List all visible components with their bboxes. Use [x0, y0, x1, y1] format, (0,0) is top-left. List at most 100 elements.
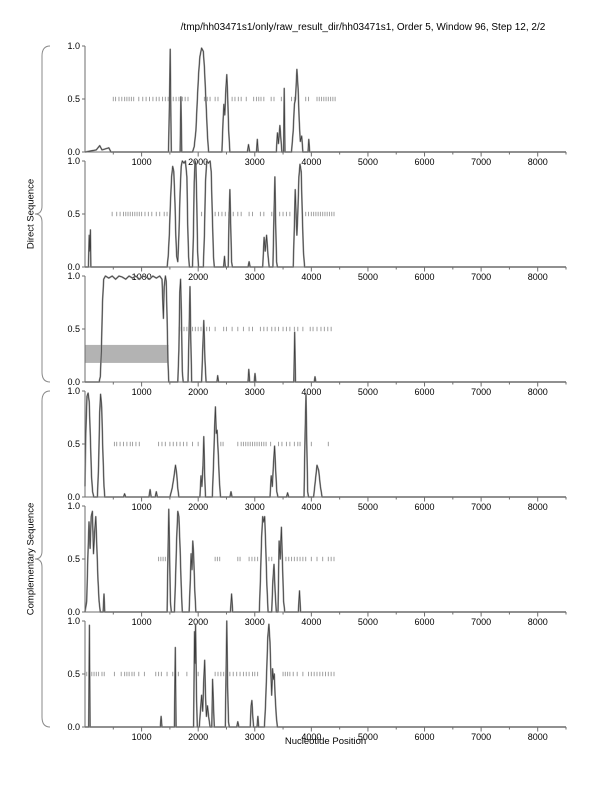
y-tick-label: 0.0: [67, 722, 80, 732]
x-tick-label: 2000: [188, 272, 208, 282]
x-tick-label: 4000: [301, 732, 321, 742]
probability-trace: [85, 160, 566, 268]
x-tick-label: 4000: [301, 387, 321, 397]
x-axis-label: Nucleotide Position: [284, 736, 367, 747]
y-tick-label: 0.5: [67, 669, 80, 679]
complementary-sequence-brace: [34, 390, 51, 728]
trace-halo: [84, 508, 566, 613]
x-tick-label: 6000: [415, 157, 435, 167]
x-tick-label: 8000: [528, 617, 548, 627]
y-tick-label: 0.0: [67, 492, 80, 502]
x-tick-label: 4000: [301, 157, 321, 167]
y-tick-label: 1.0: [67, 386, 80, 396]
y-tick-label: 0.5: [67, 94, 80, 104]
y-tick-label: 0.0: [67, 377, 80, 387]
y-tick-label: 1.0: [67, 271, 80, 281]
y-tick-label: 0.0: [67, 147, 80, 157]
x-tick-label: 5000: [358, 617, 378, 627]
trace-halo: [85, 160, 566, 268]
x-tick-label: 7000: [471, 502, 491, 512]
panel-complementary-frame-1: 1.0 0.5 0.0 1000 2000 3000 4000 5000 6000 7000 800…: [67, 386, 567, 512]
panel-axes: [82, 160, 567, 272]
panel-complementary-frame-2: 1.0 0.5 0.0 1000 2000 3000 4000 5000 6000 7000 800…: [67, 501, 567, 627]
panel-direct-frame-1: 1.0 0.5 0.0 1000 2000 3000 4000 5000 6000 7000 800…: [67, 41, 567, 167]
x-tick-label: 3000: [245, 617, 265, 627]
marker-tick-row: [111, 211, 335, 217]
x-tick-label: 2000: [188, 502, 208, 512]
y-tick-label: 1.0: [67, 156, 80, 166]
x-tick-label: 1000: [132, 732, 152, 742]
marker-tick-row: [178, 326, 332, 332]
x-tick-label: 7000: [471, 387, 491, 397]
panel-complementary-frame-3: 1.0 0.5 0.0 1000 2000 3000 4000 5000 6000 7000 800…: [67, 616, 567, 742]
x-tick-label: 8000: [528, 272, 548, 282]
marker-tick-row: [86, 671, 335, 677]
x-tick-label: 5000: [358, 157, 378, 167]
x-tick-label: 3000: [245, 157, 265, 167]
x-tick-label: 3000: [245, 502, 265, 512]
y-tick-label: 0.5: [67, 324, 80, 334]
trace-halo: [84, 47, 566, 153]
y-tick-label: 0.0: [67, 262, 80, 272]
x-tick-label: 8000: [528, 157, 548, 167]
x-tick-label: 6000: [415, 272, 435, 282]
panel-axes: [82, 505, 567, 617]
trace-halo: [85, 275, 566, 383]
x-tick-label: 8000: [528, 732, 548, 742]
x-tick-label: 1000: [132, 502, 152, 512]
x-tick-label: 1000: [132, 617, 152, 627]
x-tick-label: 2000: [188, 732, 208, 742]
x-tick-label: 4000: [301, 272, 321, 282]
x-tick-label: 7000: [471, 272, 491, 282]
panel-axes: [82, 390, 567, 502]
x-tick-label: 8000: [528, 502, 548, 512]
x-tick-label: 6000: [415, 617, 435, 627]
marker-tick-row: [112, 96, 336, 102]
x-tick-label: 2000: [188, 387, 208, 397]
x-tick-label: 7000: [471, 617, 491, 627]
probability-trace: [85, 275, 566, 383]
x-tick-label: 6000: [415, 502, 435, 512]
y-tick-label: 1.0: [67, 616, 80, 626]
x-tick-label: 5000: [358, 732, 378, 742]
y-tick-label: 0.5: [67, 554, 80, 564]
x-tick-label: 4000: [301, 617, 321, 627]
x-tick-label: 8000: [528, 387, 548, 397]
plot-title: /tmp/hh03471s1/only/raw_result_dir/hh034…: [180, 22, 546, 33]
x-tick-label: 5000: [358, 272, 378, 282]
marker-tick-row: [113, 441, 329, 447]
x-tick-label: 2000: [188, 617, 208, 627]
marker-tick-row: [158, 556, 335, 562]
x-tick-label: 3000: [245, 732, 265, 742]
trace-halo: [84, 392, 566, 498]
y-tick-label: 1.0: [67, 501, 80, 511]
x-tick-label: 4000: [301, 502, 321, 512]
panel-direct-frame-2: 1.0 0.5 0.0 1000 2000 3000 4000 5000 6000 7000 800…: [67, 156, 567, 282]
x-tick-label: 2000: [188, 157, 208, 167]
probability-trace: [84, 392, 566, 498]
x-tick-label: 1000: [132, 387, 152, 397]
x-tick-label: 1000: [132, 157, 152, 167]
x-tick-label: 3000: [245, 387, 265, 397]
highlight-region: [85, 344, 169, 363]
panel-direct-frame-3: 1.0 0.5 0.0 1000 2000 3000 4000 5000 6000 7000 800…: [67, 271, 567, 397]
x-tick-label: 7000: [471, 157, 491, 167]
probability-trace: [84, 508, 566, 613]
x-tick-label: 5000: [358, 502, 378, 512]
probability-trace: [84, 47, 566, 153]
y-tick-label: 0.5: [67, 209, 80, 219]
x-tick-label: 6000: [415, 732, 435, 742]
direct-sequence-brace: [34, 45, 51, 383]
panel-axes: [82, 45, 567, 157]
panel-axes: [82, 620, 567, 732]
x-tick-label: 7000: [471, 732, 491, 742]
y-tick-label: 0.5: [67, 439, 80, 449]
panel-axes: [82, 275, 567, 387]
x-tick-label: 6000: [415, 387, 435, 397]
x-tick-label: 3000: [245, 272, 265, 282]
y-tick-label: 0.0: [67, 607, 80, 617]
y-tick-label: 1.0: [67, 41, 80, 51]
x-tick-label: 5000: [358, 387, 378, 397]
